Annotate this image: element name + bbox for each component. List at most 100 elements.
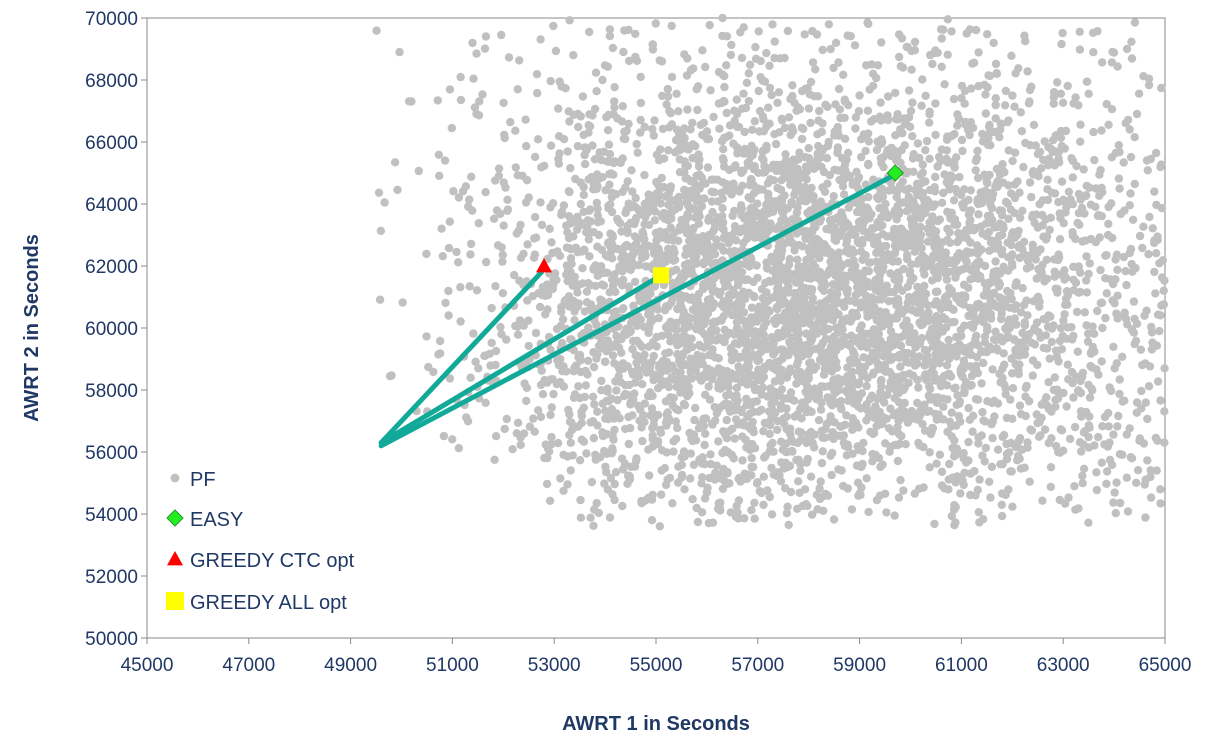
pf-point (1035, 147, 1045, 157)
pf-point (769, 470, 778, 479)
pf-point (946, 171, 955, 180)
pf-point (1017, 127, 1027, 136)
pf-point (878, 230, 888, 239)
pf-point (487, 303, 496, 313)
pf-point (585, 122, 595, 131)
pf-point (844, 203, 853, 212)
pf-point (1152, 466, 1161, 475)
pf-point (862, 416, 871, 425)
pf-point (956, 489, 965, 498)
pf-point (1081, 191, 1090, 201)
pf-point (636, 98, 646, 108)
pf-point (1118, 450, 1127, 459)
pf-point (974, 210, 983, 219)
pf-point (876, 363, 886, 372)
pf-point (741, 353, 750, 362)
pf-point (965, 415, 974, 424)
pf-point (771, 139, 781, 149)
pf-point (586, 300, 596, 309)
pf-point (920, 281, 929, 291)
pf-point (1128, 215, 1138, 224)
pf-point (1057, 426, 1067, 435)
pf-point (663, 475, 672, 484)
pf-point (611, 468, 621, 477)
pf-point (558, 315, 568, 324)
pf-point (685, 335, 695, 344)
pf-point (556, 321, 565, 331)
pf-point (928, 342, 938, 351)
pf-point (856, 247, 866, 256)
pf-point (951, 383, 960, 392)
pf-point (1046, 463, 1056, 472)
pf-point (683, 200, 693, 210)
pf-point (799, 291, 808, 300)
pf-point (740, 275, 750, 285)
pf-point (1047, 434, 1056, 443)
pf-point (650, 207, 660, 216)
pf-point (748, 417, 757, 427)
pf-point (1006, 205, 1016, 214)
pf-point (598, 75, 607, 85)
pf-point (635, 339, 644, 349)
pf-point (586, 205, 595, 214)
pf-point (531, 328, 541, 338)
pf-point (1114, 411, 1123, 421)
pf-point (646, 309, 655, 318)
pf-point (600, 61, 610, 70)
pf-point (601, 406, 610, 416)
pf-point (977, 379, 986, 388)
pf-point (904, 86, 914, 95)
pf-point (454, 444, 463, 453)
pf-point (811, 309, 820, 318)
pf-point (1017, 445, 1027, 454)
pf-point (1104, 219, 1113, 229)
pf-point (592, 498, 601, 508)
pf-point (797, 134, 807, 144)
pf-point (762, 122, 771, 132)
pf-point (489, 214, 499, 223)
pf-point (868, 408, 878, 417)
pf-point (930, 200, 940, 209)
pf-point (985, 477, 994, 486)
pf-point (685, 193, 695, 203)
pf-point (624, 282, 633, 291)
pf-point (964, 195, 973, 205)
pf-point (898, 177, 907, 186)
pf-point (694, 219, 704, 228)
pf-point (861, 291, 871, 300)
pf-point (864, 329, 873, 338)
pf-point (653, 195, 662, 204)
pf-point (676, 300, 685, 309)
pf-point (1014, 369, 1023, 379)
pf-point (1002, 454, 1012, 464)
pf-point (522, 396, 531, 406)
pf-point (1036, 245, 1045, 254)
pf-point (698, 46, 707, 55)
pf-point (937, 34, 946, 43)
pf-point (1137, 404, 1146, 413)
pf-point (1141, 398, 1151, 407)
pf-point (712, 235, 721, 244)
pf-point (816, 405, 826, 414)
pf-point (978, 408, 987, 417)
pf-point (732, 143, 742, 152)
pf-point (1036, 333, 1045, 342)
pf-point (774, 283, 783, 292)
pf-point (885, 352, 894, 361)
pf-point (449, 187, 458, 196)
pf-point (469, 329, 478, 338)
pf-point (1111, 509, 1121, 518)
pf-point (682, 270, 691, 279)
pf-point (808, 327, 818, 336)
pf-point (943, 132, 952, 141)
pf-point (1112, 309, 1121, 318)
pf-point (856, 404, 865, 413)
pf-point (589, 521, 598, 530)
pf-point (722, 415, 731, 425)
pf-point (579, 182, 588, 192)
pf-point (765, 429, 774, 439)
pf-point (654, 244, 663, 253)
pf-point (448, 435, 457, 444)
pf-point (998, 337, 1007, 346)
pf-point (422, 249, 431, 259)
